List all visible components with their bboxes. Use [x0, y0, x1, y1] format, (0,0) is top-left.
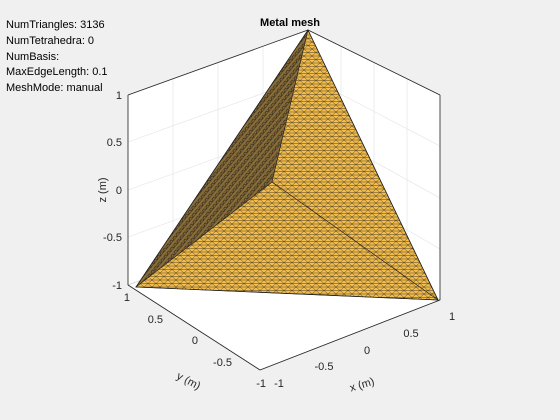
z-tick-label: 0	[116, 185, 122, 197]
x-tick-label: -0.5	[315, 361, 334, 373]
y-tick-label: 0	[192, 335, 198, 347]
x-tick-labels: -1 -0.5 0 0.5 1	[274, 311, 455, 390]
num-triangles-text: NumTriangles: 3136	[6, 19, 105, 31]
num-tetrahedra-text: NumTetrahedra: 0	[6, 34, 95, 47]
mesh-info-panel: NumTriangles: 3136 NumTetrahedra: 0 NumB…	[6, 18, 108, 97]
y-tick-label: 1	[124, 292, 130, 304]
y-tick-label: -0.5	[213, 357, 232, 369]
z-tick-label: -1	[112, 280, 122, 292]
y-axis-label: y (m)	[175, 370, 203, 392]
y-tick-label: -1	[256, 378, 266, 390]
metal-mesh	[135, 29, 440, 301]
x-tick-label: -1	[274, 378, 284, 390]
z-tick-label: 0.5	[107, 137, 122, 149]
z-tick-labels: 1 0.5 0 -0.5 -1	[103, 90, 122, 292]
plot-title: Metal mesh	[260, 17, 320, 29]
z-axis-label: z (m)	[97, 177, 109, 202]
z-tick-label: 1	[116, 90, 122, 102]
y-tick-label: 0.5	[148, 314, 163, 326]
y-tick-labels: 1 0.5 0 -0.5 -1	[124, 292, 266, 390]
num-basis-text: NumBasis:	[6, 50, 60, 63]
mesh-mode-text: MeshMode: manual	[6, 82, 103, 95]
mesh-outline	[135, 29, 439, 301]
x-tick-label: 0	[364, 345, 370, 357]
x-tick-label: 0.5	[403, 328, 418, 340]
max-edge-length-text: MaxEdgeLength: 0.1	[6, 66, 108, 79]
z-tick-label: -0.5	[103, 232, 122, 244]
x-axis-label: x (m)	[348, 376, 375, 395]
x-tick-label: 1	[449, 311, 455, 323]
